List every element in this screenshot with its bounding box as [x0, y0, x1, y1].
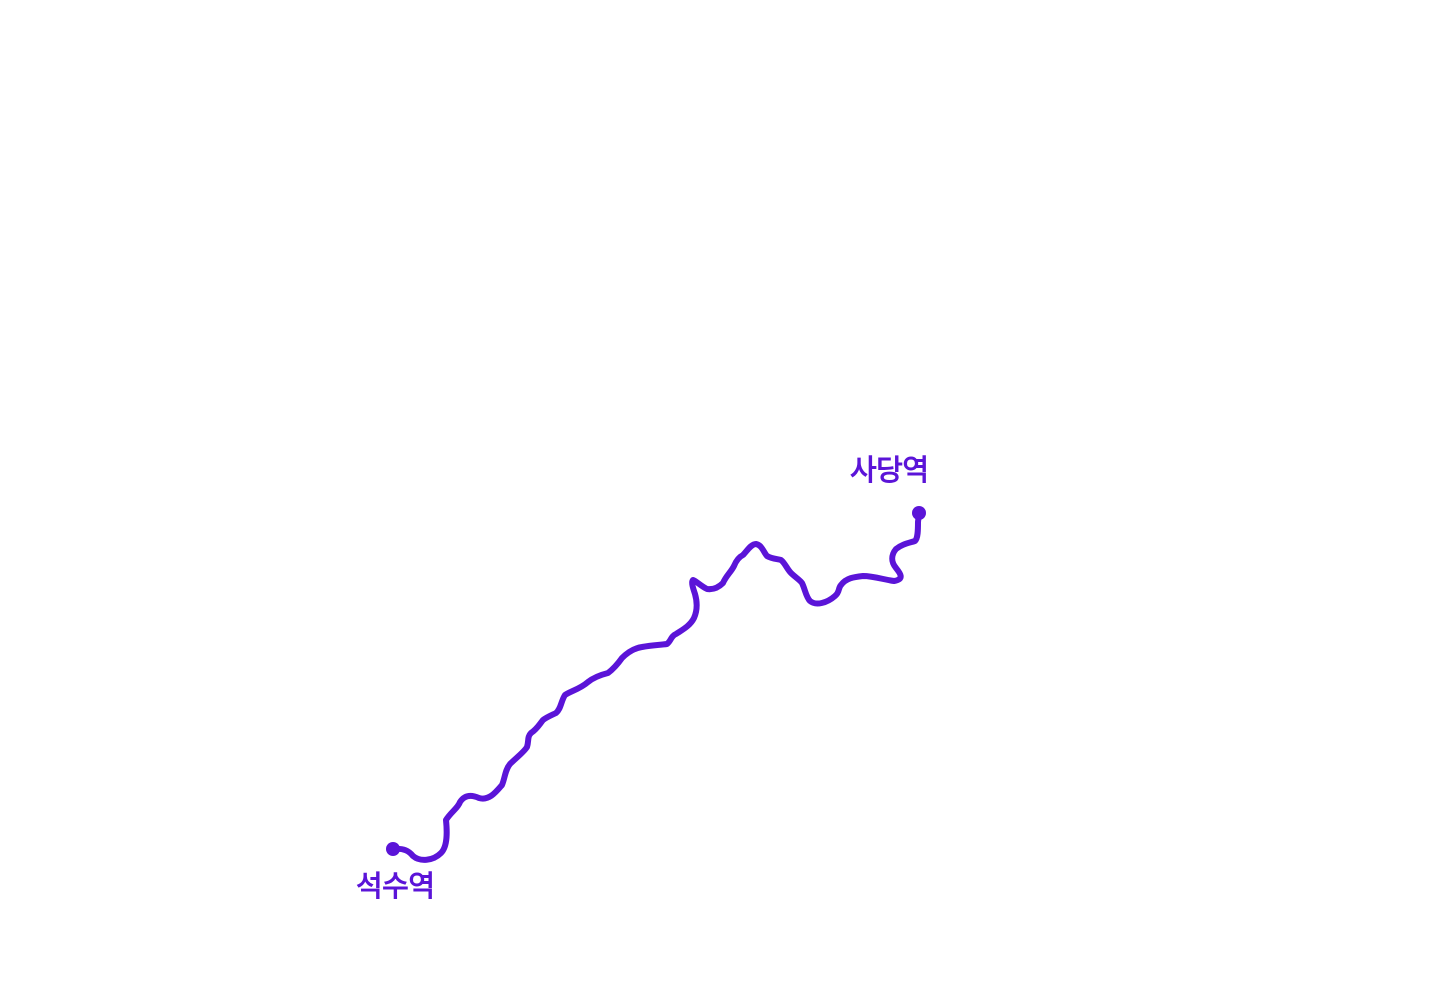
end-station-marker[interactable] [912, 506, 926, 520]
route-line [390, 510, 922, 863]
start-station-label[interactable]: 석수역 [356, 869, 435, 903]
start-station-marker[interactable] [386, 842, 400, 856]
end-station-label[interactable]: 사당역 [850, 453, 929, 487]
